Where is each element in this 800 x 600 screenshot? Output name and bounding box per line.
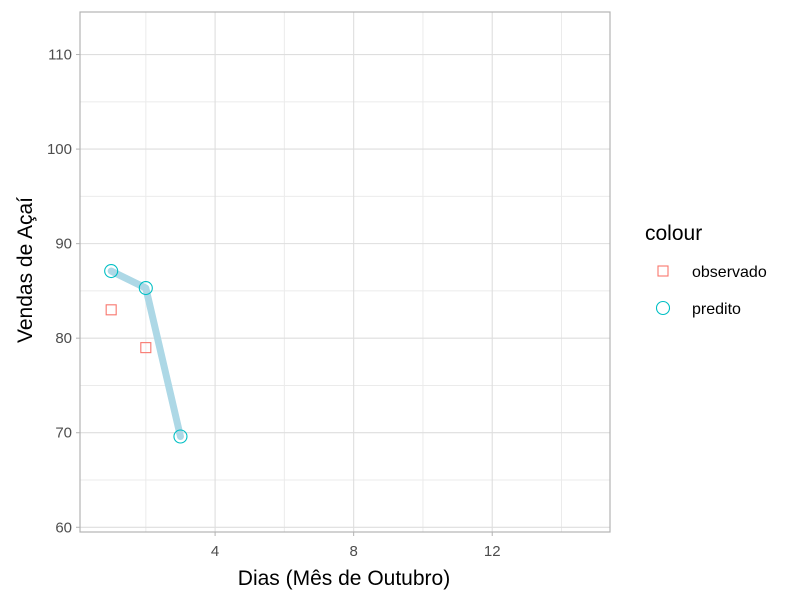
legend-key-predito (655, 300, 671, 316)
legend-label-observado: observado (692, 264, 767, 281)
grid-major (80, 12, 610, 532)
point-predito (173, 429, 188, 444)
point-observado (105, 304, 117, 316)
point-predito (104, 264, 119, 279)
panel-border (79, 11, 611, 533)
x-tick-label: 8 (349, 543, 357, 560)
legend-label-predito: predito (692, 301, 741, 318)
x-axis: 4 8 12 (211, 532, 501, 560)
y-tick-label: 60 (55, 519, 72, 536)
y-axis-title: Vendas de Açaí (14, 197, 37, 343)
y-tick-label: 80 (55, 330, 72, 347)
legend-title: colour (645, 222, 702, 245)
x-tick-label: 12 (484, 543, 501, 560)
grid-minor (80, 12, 610, 532)
y-axis: 60 70 80 90 100 110 (47, 47, 80, 536)
point-predito (138, 281, 153, 296)
series-line-predito (107, 267, 184, 441)
x-tick-label: 4 (211, 543, 219, 560)
y-tick-label: 100 (47, 141, 72, 158)
y-tick-label: 110 (48, 47, 72, 64)
y-tick-label: 90 (55, 236, 72, 253)
legend-key-observado (657, 265, 669, 277)
x-axis-title: Dias (Mês de Outubro) (238, 567, 450, 590)
legend: colour observado predito (645, 222, 767, 318)
series-layer (104, 264, 188, 444)
point-observado (140, 342, 152, 354)
y-tick-label: 70 (55, 425, 72, 442)
